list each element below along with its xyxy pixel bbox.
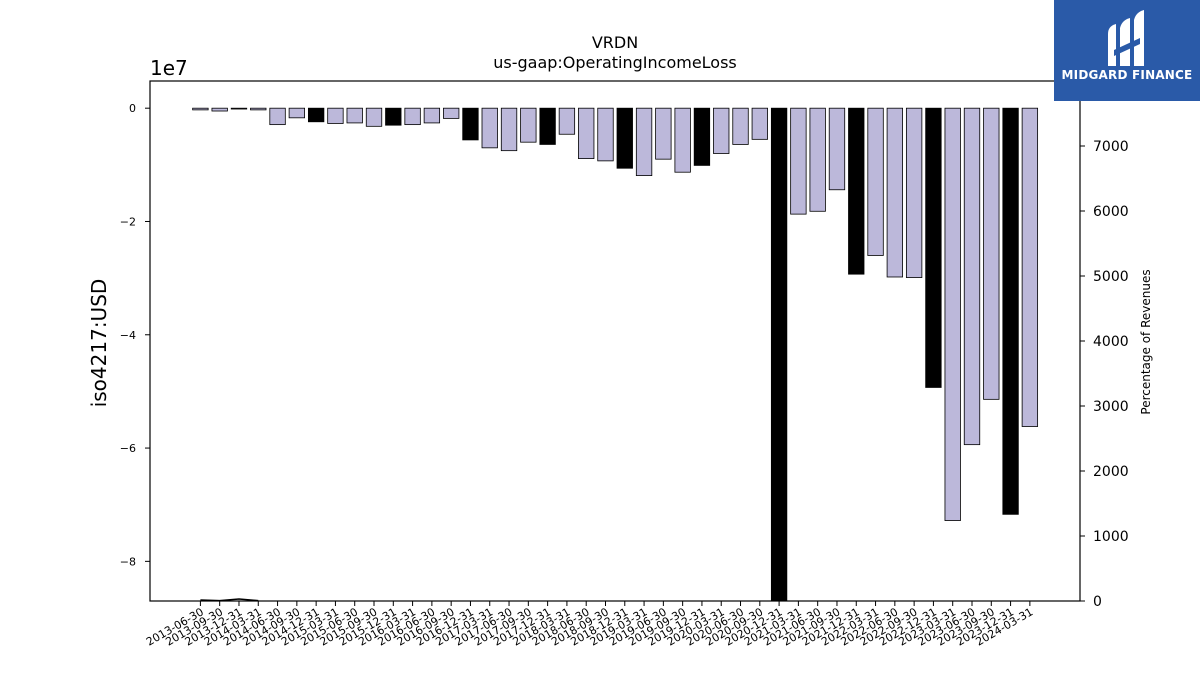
y2-tick-label: 5000 — [1093, 269, 1129, 285]
bar-2022-12-31 — [925, 107, 942, 388]
bar-2017-09-30 — [520, 107, 537, 143]
bar-2019-03-31 — [635, 107, 653, 177]
bar-2021-06-30 — [809, 107, 826, 212]
y-tick-label: −4 — [120, 329, 136, 342]
bar-2013-06-30 — [192, 107, 209, 111]
bar-2018-03-31 — [558, 107, 576, 135]
ticks-group: 0−2−4−6−80100020003000400050006000700080… — [120, 74, 1129, 649]
chart-title: VRDN — [592, 33, 638, 52]
plot-frame — [149, 80, 1081, 602]
bar-2020-09-30 — [751, 107, 768, 140]
bar-2015-12-31 — [385, 107, 402, 126]
bars-group — [192, 107, 1039, 602]
y2-tick-label: 7000 — [1093, 139, 1129, 155]
bar-2016-09-30 — [443, 107, 460, 119]
bar-2018-09-30 — [597, 107, 614, 162]
bar-2017-06-30 — [500, 107, 518, 152]
bar-2019-09-30 — [674, 107, 691, 173]
y2-tick-label: 1000 — [1093, 529, 1129, 545]
bar-2020-06-30 — [732, 107, 749, 145]
y-tick-label: −6 — [120, 442, 136, 455]
pct-revenue-line-group — [200, 598, 259, 602]
bar-2016-06-30 — [423, 107, 441, 124]
y2-axis-label: Percentage of Revenues — [1139, 269, 1153, 414]
bar-2022-09-30 — [905, 107, 923, 278]
bar-2014-03-31 — [250, 107, 267, 111]
bar-2020-12-31 — [770, 107, 788, 602]
bar-2016-12-31 — [462, 107, 479, 141]
bar-2022-03-31 — [867, 107, 884, 256]
bar-2013-09-30 — [211, 107, 228, 112]
bar-2016-03-31 — [404, 107, 421, 126]
y-tick-label: −8 — [120, 555, 136, 568]
bar-2021-03-31 — [790, 107, 807, 215]
y2-tick-label: 2000 — [1093, 464, 1129, 480]
bar-2023-06-30 — [963, 107, 981, 446]
bar-2021-09-30 — [828, 107, 846, 191]
bar-2014-06-30 — [269, 107, 286, 126]
bar-2024-03-31 — [1021, 107, 1039, 427]
brand-logo-text: MIDGARD FINANCE — [1061, 68, 1193, 82]
bar-2023-12-31 — [1002, 107, 1019, 515]
bar-2015-03-31 — [327, 107, 344, 124]
bar-2021-12-31 — [848, 107, 865, 275]
pct-revenue-line — [200, 598, 259, 602]
bar-2018-06-30 — [578, 107, 595, 160]
bar-2023-09-30 — [983, 107, 1000, 400]
y2-tick-label: 3000 — [1093, 399, 1129, 415]
bar-2018-12-31 — [616, 107, 633, 169]
y-tick-label: −2 — [120, 215, 136, 228]
bar-2015-06-30 — [346, 107, 363, 124]
bar-2014-09-30 — [288, 107, 306, 119]
y-offset-label: 1e7 — [150, 56, 188, 80]
y-axis-label: iso4217:USD — [87, 279, 111, 408]
bar-2017-12-31 — [539, 107, 556, 145]
bar-2019-06-30 — [655, 107, 672, 160]
bar-2015-09-30 — [365, 107, 383, 127]
bar-2023-03-31 — [944, 107, 961, 521]
bar-2019-12-31 — [693, 107, 711, 166]
brand-logo: MIDGARD FINANCE — [1054, 0, 1200, 101]
bar-2017-03-31 — [481, 107, 498, 149]
y2-tick-label: 0 — [1093, 594, 1102, 610]
y-tick-label: 0 — [129, 102, 136, 115]
bar-2020-03-31 — [713, 107, 730, 154]
bar-2014-12-31 — [307, 107, 325, 123]
bar-2022-06-30 — [886, 107, 903, 278]
y2-tick-label: 4000 — [1093, 334, 1129, 350]
midgard-logo-icon — [1108, 10, 1144, 66]
bar-2013-12-31 — [230, 107, 248, 110]
y2-tick-label: 6000 — [1093, 204, 1129, 220]
chart-subtitle: us-gaap:OperatingIncomeLoss — [493, 53, 737, 72]
